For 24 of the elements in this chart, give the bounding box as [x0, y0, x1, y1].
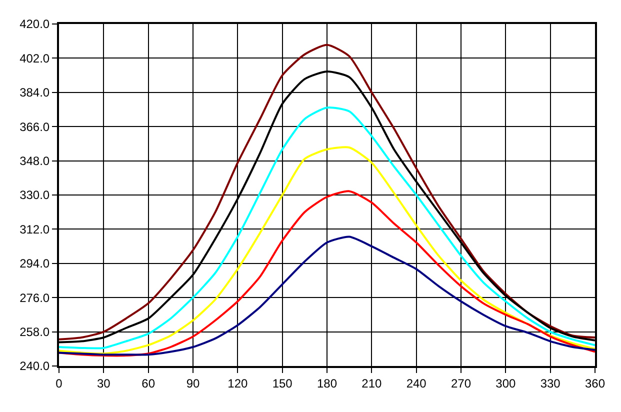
x-tick-label: 120	[228, 376, 248, 390]
y-tick-label: 258.0	[20, 325, 50, 339]
x-tick-label: 360	[584, 376, 606, 390]
y-tick-label: 384.0	[20, 86, 50, 100]
y-tick-label: 420.0	[20, 17, 50, 32]
y-tick-label: 366.0	[20, 120, 50, 134]
y-tick-label: 330.0	[20, 188, 50, 202]
x-tick-label: 60	[142, 376, 156, 390]
y-tick-label: 348.0	[20, 154, 50, 168]
y-tick-label: 276.0	[20, 290, 50, 305]
x-tick-label: 90	[186, 376, 200, 390]
y-tick-label: 402.0	[20, 51, 50, 66]
x-tick-label: 210	[362, 376, 382, 390]
x-tick-label: 30	[96, 376, 111, 390]
x-tick-label: 240	[406, 376, 427, 390]
y-tick-label: 240.0	[20, 359, 50, 374]
x-tick-label: 270	[450, 376, 472, 390]
x-tick-label: 0	[56, 376, 63, 390]
y-tick-label: 294.0	[20, 256, 50, 271]
y-tick-label: 312.0	[20, 222, 50, 236]
x-tick-label: 330	[540, 376, 561, 390]
x-tick-label: 150	[272, 376, 293, 390]
x-tick-label: 300	[496, 376, 516, 390]
x-tick-label: 180	[316, 376, 338, 390]
